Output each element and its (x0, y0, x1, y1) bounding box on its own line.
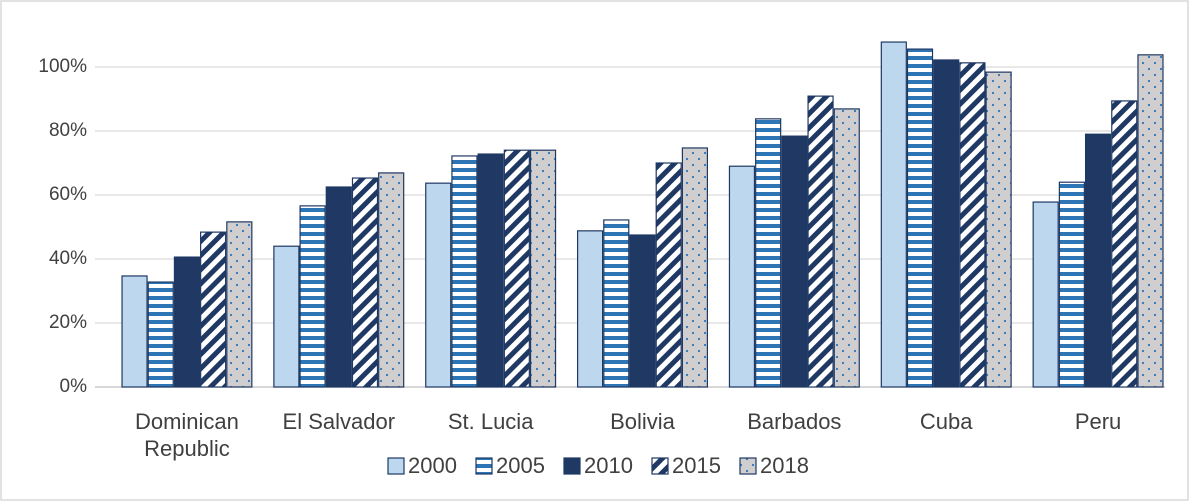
bar (1032, 201, 1059, 388)
bar (781, 135, 808, 388)
x-tick-label: Bolivia (610, 409, 675, 434)
bar (1084, 133, 1112, 388)
y-tick-label: 20% (49, 312, 87, 333)
bar (273, 245, 300, 388)
bar (880, 41, 907, 388)
bar (226, 221, 253, 388)
bar (933, 59, 960, 388)
x-tick-label: Dominican Republic (134, 409, 239, 461)
x-tick-label: Peru (1074, 409, 1122, 434)
bar (681, 147, 709, 388)
bar (728, 165, 756, 388)
bar (655, 162, 682, 388)
bar (1111, 100, 1138, 388)
bar (147, 281, 174, 388)
bar (1137, 54, 1164, 388)
legend-label: 2000 (408, 453, 457, 478)
y-tick-label: 100% (38, 56, 87, 77)
legend-swatch (739, 457, 757, 475)
bar (378, 172, 405, 388)
legend-swatch (651, 457, 669, 475)
bar (576, 230, 604, 388)
bar (121, 275, 148, 388)
bar (1058, 181, 1085, 388)
bar (503, 149, 530, 388)
bar (425, 182, 452, 388)
x-tick-label: Barbados (747, 409, 842, 434)
bar (985, 71, 1012, 388)
bar (451, 155, 478, 388)
legend-label: 2010 (584, 453, 633, 478)
legend-label: 2015 (672, 453, 721, 478)
x-tick-label: St. Lucia (447, 409, 534, 434)
legend-label: 2018 (760, 453, 809, 478)
bar (807, 95, 834, 388)
y-tick-label: 40% (49, 248, 87, 269)
bar (833, 108, 860, 388)
x-tick-label: Cuba (919, 409, 973, 434)
y-tick-label: 80% (49, 120, 87, 141)
bar (629, 234, 656, 388)
bar (351, 177, 379, 388)
bar (200, 231, 227, 388)
legend-label: 2005 (496, 453, 545, 478)
y-tick-label: 60% (49, 184, 87, 205)
legend-swatch (387, 457, 405, 475)
bar (477, 153, 504, 388)
bar (906, 48, 934, 388)
bar (325, 186, 352, 388)
bar (173, 256, 201, 388)
bar (529, 149, 557, 388)
bar (755, 118, 782, 388)
x-tick-label: El Salvador (282, 409, 396, 434)
bar (959, 62, 986, 388)
bar (299, 205, 326, 388)
legend-swatch (563, 457, 581, 475)
legend-swatch (475, 457, 493, 475)
y-tick-label: 0% (60, 376, 88, 397)
bar (603, 219, 630, 388)
